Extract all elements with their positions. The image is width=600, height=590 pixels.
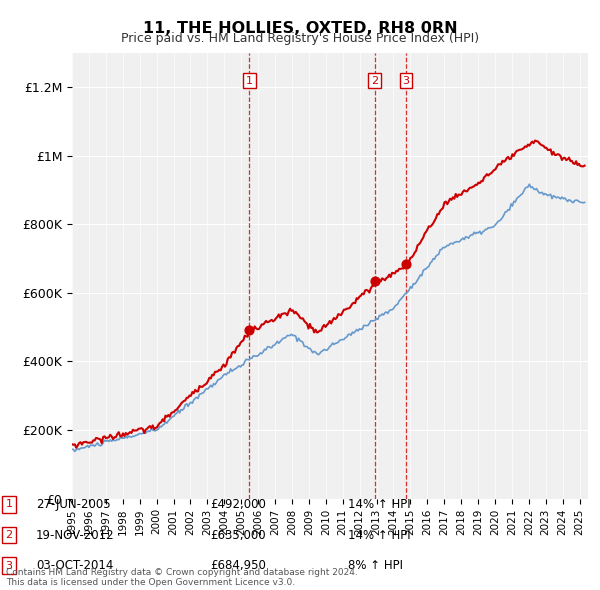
Point bbox=[370, 276, 379, 286]
Point bbox=[401, 259, 411, 268]
Text: 8% ↑ HPI: 8% ↑ HPI bbox=[348, 559, 403, 572]
Text: 3: 3 bbox=[403, 76, 410, 86]
Text: Price paid vs. HM Land Registry's House Price Index (HPI): Price paid vs. HM Land Registry's House … bbox=[121, 32, 479, 45]
Text: 1: 1 bbox=[5, 500, 13, 509]
Text: 14% ↑ HPI: 14% ↑ HPI bbox=[348, 498, 410, 511]
Text: 3: 3 bbox=[5, 561, 13, 571]
Text: £492,000: £492,000 bbox=[210, 498, 266, 511]
Text: 2: 2 bbox=[371, 76, 378, 86]
Point bbox=[245, 325, 254, 335]
Text: Contains HM Land Registry data © Crown copyright and database right 2024.
This d: Contains HM Land Registry data © Crown c… bbox=[6, 568, 358, 587]
Text: 03-OCT-2014: 03-OCT-2014 bbox=[36, 559, 113, 572]
Text: 1: 1 bbox=[246, 76, 253, 86]
Text: 19-NOV-2012: 19-NOV-2012 bbox=[36, 529, 115, 542]
Text: 14% ↑ HPI: 14% ↑ HPI bbox=[348, 529, 410, 542]
Text: 11, THE HOLLIES, OXTED, RH8 0RN: 11, THE HOLLIES, OXTED, RH8 0RN bbox=[143, 21, 457, 35]
Text: 2: 2 bbox=[5, 530, 13, 540]
Text: £635,000: £635,000 bbox=[210, 529, 266, 542]
Text: 27-JUN-2005: 27-JUN-2005 bbox=[36, 498, 110, 511]
Text: £684,950: £684,950 bbox=[210, 559, 266, 572]
